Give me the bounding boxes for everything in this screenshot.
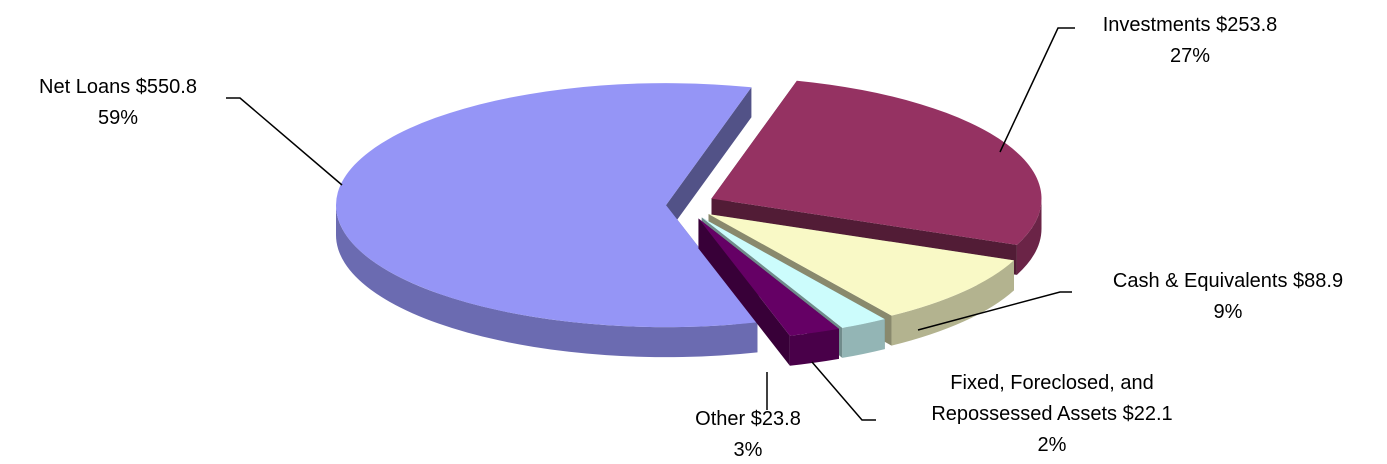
category-label: Fixed, Foreclosed, and Repossessed Asset… [931,372,1154,425]
leader-line [999,27,1075,153]
data-label: Fixed, Foreclosed, and Repossessed Asset… [921,368,1183,461]
slice-top [711,80,1042,245]
category-label: Cash & Equivalents [1112,270,1288,292]
slice-top [701,217,885,328]
category-label: Net Loans [39,76,131,98]
data-label: Investments $253.8 27% [1050,10,1330,72]
data-label: Net Loans $550.8 59% [3,72,233,134]
value-label: $550.8 [135,76,197,98]
slice-side [1016,198,1042,275]
slice-top [708,214,1014,316]
pie-slice [698,218,839,366]
percent-label: 9% [1213,301,1243,323]
percent-label: 2% [1037,434,1067,456]
slice-top [698,218,839,336]
value-label: $23.8 [750,408,801,430]
leader-line [917,291,1072,331]
value-label: $88.9 [1293,270,1344,292]
slice-top [336,83,758,328]
data-label: Cash & Equivalents $88.9 9% [1073,266,1383,328]
pie-slice [336,83,758,358]
value-label: $253.8 [1216,14,1278,36]
slice-cut-face [698,218,790,366]
percent-label: 3% [733,439,763,461]
slice-side [336,205,758,358]
category-label: Other [695,408,746,430]
percent-label: 59% [97,107,139,129]
category-label: Investments [1102,14,1211,36]
slice-cut-face [666,87,752,236]
leader-line [811,361,876,421]
data-label: Other $23.8 3% [648,404,848,464]
leader-line [226,97,343,186]
slice-side [891,260,1014,346]
slice-side [789,328,839,366]
value-label: $22.1 [1122,403,1173,425]
slice-side [842,319,885,358]
percent-label: 27% [1169,45,1211,67]
